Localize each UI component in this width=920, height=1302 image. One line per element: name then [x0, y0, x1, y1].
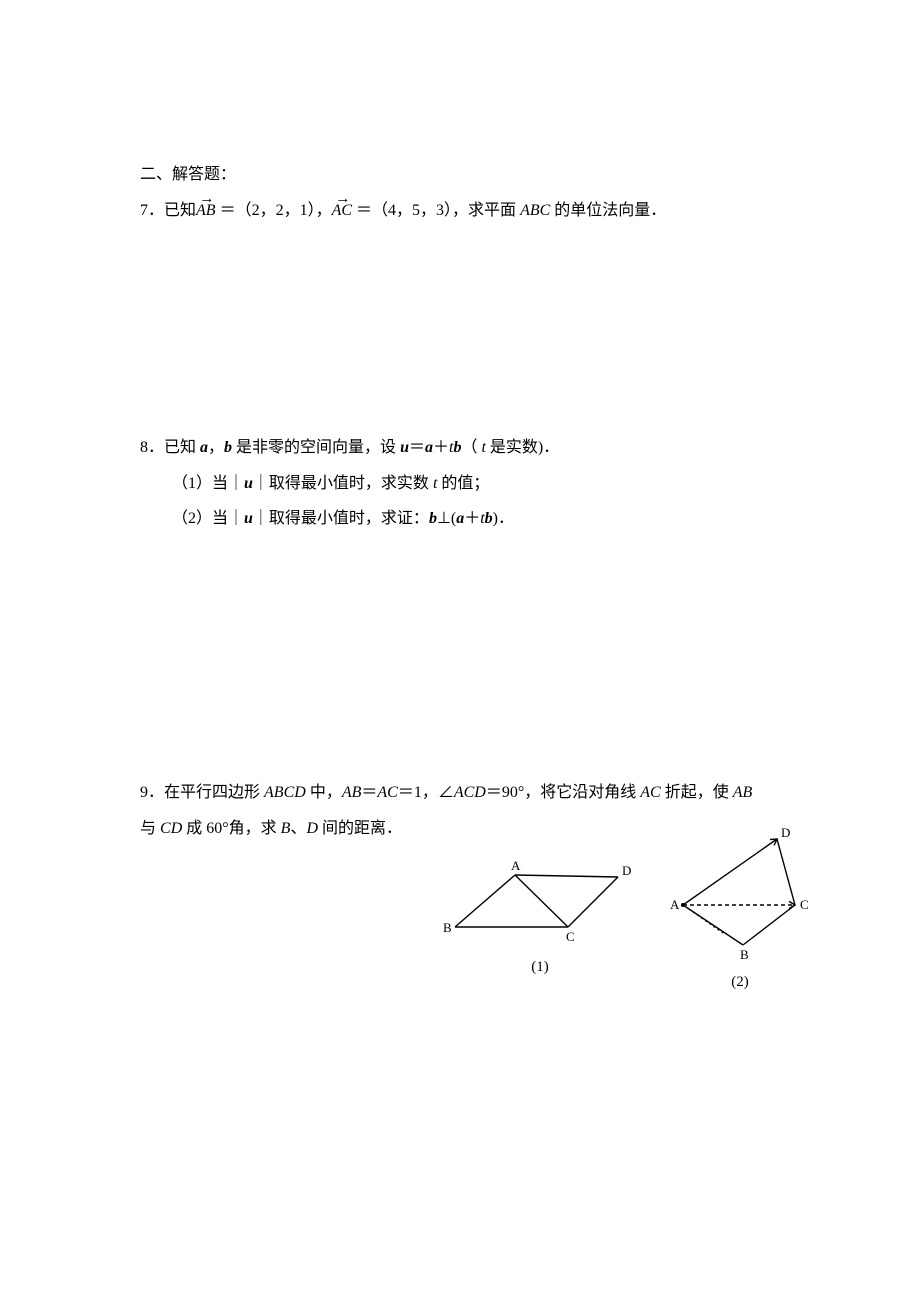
q9-ac2: AC — [640, 784, 660, 801]
q8-p2-mid: ｜取得最小值时，求证： — [253, 510, 429, 527]
figures-container: ADCB (1) DCAB (2) — [140, 857, 780, 1037]
q9-l2-mid: 成 60°角，求 — [182, 820, 280, 837]
question-8-part-1: （1）当｜u｜取得最小值时，求实数 t 的值； — [140, 469, 780, 499]
q8-p2-b: b — [429, 510, 437, 527]
q9-cd: CD — [160, 820, 182, 837]
q7-abc: ABC — [520, 202, 550, 219]
q8-p1-label: （1）当｜ — [172, 475, 244, 492]
q8-p2-a: a — [456, 510, 464, 527]
q9-acd: ACD — [454, 784, 486, 801]
question-7: 7．已知AB ＝（2，2，1），AC ＝（4，5，3），求平面 ABC 的单位法… — [140, 196, 780, 226]
q9-d: D — [306, 820, 318, 837]
svg-text:B: B — [740, 947, 749, 962]
workspace-7 — [140, 233, 780, 433]
q8-p2-b2: b — [485, 510, 493, 527]
q9-sep: 、 — [290, 820, 306, 837]
figure-1: A D C B (1) — [430, 857, 650, 982]
q9-l2-tail: 间的距离． — [318, 820, 402, 837]
q8-tail2: 是实数)． — [486, 439, 559, 456]
q8-p2-label: （2）当｜ — [172, 510, 244, 527]
q8-perp: ⊥ — [437, 510, 451, 527]
q8-p2-tail: ． — [498, 510, 514, 527]
figure-2-caption: (2) — [660, 968, 820, 997]
q7-pre: 已知 — [164, 202, 196, 219]
q9-l1-m2: ＝90°，将它沿对角线 — [486, 784, 640, 801]
q9-ab: AB — [342, 784, 362, 801]
q8-mid: 是非零的空间向量，设 — [232, 439, 400, 456]
q9-ac: AC — [377, 784, 397, 801]
q8-p1-mid: ｜取得最小值时，求实数 — [253, 475, 433, 492]
q8-pre: 已知 — [164, 439, 200, 456]
svg-text:B: B — [443, 920, 452, 935]
q8-p1-tail: 的值； — [437, 475, 489, 492]
svg-text:C: C — [566, 929, 575, 944]
svg-text:D: D — [622, 863, 631, 878]
q8-p2-plus: ＋ — [464, 510, 480, 527]
q8-comma: ， — [208, 439, 224, 456]
svg-text:C: C — [800, 897, 809, 912]
figure-2-svg: D C A B — [665, 827, 815, 962]
q7-eq2: ＝（4，5，3），求平面 — [352, 202, 520, 219]
figure-1-caption: (1) — [430, 953, 650, 982]
q7-eq1: ＝（2，2，1）， — [216, 202, 332, 219]
svg-text:D: D — [781, 827, 790, 840]
question-8-part-2: （2）当｜u｜取得最小值时，求证：b⊥(a＋tb)． — [140, 504, 780, 534]
question-8: 8．已知 a，b 是非零的空间向量，设 u＝a＋tb（ t 是实数)． — [140, 433, 780, 463]
q9-l1-pre: 在平行四边形 — [164, 784, 264, 801]
q9-abcd: ABCD — [264, 784, 306, 801]
q8-number: 8． — [140, 439, 164, 456]
q9-l1-tail: 折起，使 — [661, 784, 733, 801]
q8-p1-u: u — [244, 475, 253, 492]
q9-eq1: ＝ — [361, 784, 377, 801]
q8-a: a — [200, 439, 208, 456]
q8-tail1: （ — [461, 439, 481, 456]
figure-2: D C A B (2) — [660, 827, 820, 997]
q8-p2-u: u — [244, 510, 253, 527]
q9-b: B — [281, 820, 291, 837]
svg-text:A: A — [670, 897, 680, 912]
q8-b: b — [224, 439, 232, 456]
q7-number: 7． — [140, 202, 164, 219]
vector-ac: AC — [332, 196, 352, 226]
svg-text:A: A — [511, 858, 521, 873]
q9-val: ＝1，∠ — [398, 784, 454, 801]
q8-eqdef: ＝ — [409, 439, 425, 456]
section-header: 二、解答题： — [140, 160, 780, 190]
q8-plus: ＋ — [433, 439, 449, 456]
q9-l1-m1: 中， — [306, 784, 342, 801]
figure-1-svg: A D C B — [440, 857, 640, 947]
q8-a2: a — [425, 439, 433, 456]
question-9-line1: 9．在平行四边形 ABCD 中，AB＝AC＝1，∠ACD＝90°，将它沿对角线 … — [140, 778, 780, 808]
q9-number: 9． — [140, 784, 164, 801]
vector-ab: AB — [196, 196, 216, 226]
q9-l2-pre: 与 — [140, 820, 160, 837]
workspace-8 — [140, 538, 780, 778]
q9-ab2: AB — [733, 784, 753, 801]
q7-tail: 的单位法向量． — [550, 202, 666, 219]
q8-u: u — [400, 439, 409, 456]
